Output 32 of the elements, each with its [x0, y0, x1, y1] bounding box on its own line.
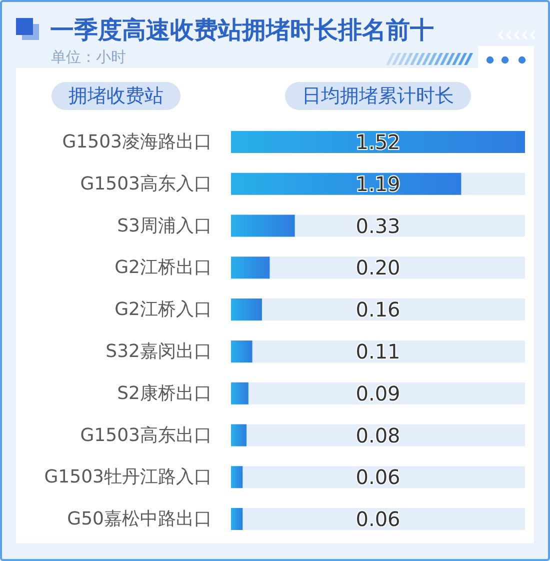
y-tick-label: G1503高东入口	[80, 173, 212, 194]
bar	[231, 424, 246, 446]
y-tick-label: G2江桥出口	[114, 257, 212, 278]
bar	[231, 214, 295, 237]
bar	[231, 466, 243, 488]
data-label: 0.11	[356, 339, 400, 364]
data-label: 0.06	[356, 465, 400, 490]
y-axis-title: 拥堵收费站	[52, 82, 180, 110]
data-label: 0.16	[356, 298, 400, 322]
y-tick-label: G50嘉松中路出口	[67, 508, 212, 530]
text: 单位：小时	[51, 47, 126, 67]
y-tick-label: G2江桥入口	[114, 299, 212, 320]
bar	[231, 508, 243, 530]
y-tick-label: S3周浦入口	[117, 215, 212, 236]
data-label: 0.20	[356, 256, 400, 280]
chart-title: 一季度高速收费站拥堵时长排名前十	[50, 15, 434, 46]
bar	[231, 382, 248, 404]
data-label: 0.08	[356, 423, 400, 448]
bar	[231, 340, 252, 362]
data-label: 0.09	[356, 381, 400, 406]
y-tick-label: G1503牡丹江路入口	[44, 466, 212, 488]
bar	[231, 256, 270, 279]
y-tick-label: G1503凌海路出口	[62, 131, 212, 152]
data-label: 0.33	[356, 214, 400, 238]
bar	[231, 298, 262, 321]
data-label: 1.52	[356, 130, 400, 154]
data-label: 0.06	[356, 507, 400, 532]
x-axis-title: 日均拥堵累计时长	[285, 82, 471, 110]
y-tick-label: S2康桥出口	[117, 382, 212, 404]
y-tick-label: S32嘉闵出口	[106, 340, 212, 362]
data-label: 1.19	[356, 172, 400, 196]
y-tick-label: G1503高东出口	[80, 424, 212, 446]
